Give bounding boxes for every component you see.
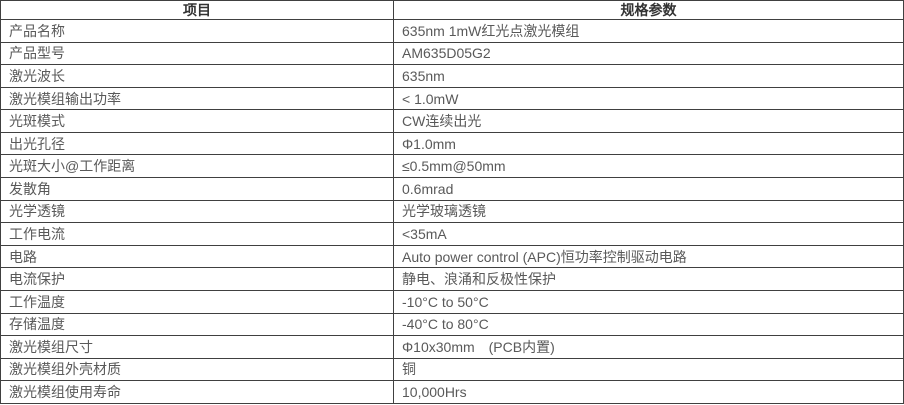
spec-item-cell: 光学透镜	[0, 199, 394, 224]
spec-item-cell: 电路	[0, 244, 394, 269]
table-row: 产品型号 AM635D05G2	[0, 41, 904, 66]
table-row: 激光模组尺寸 Φ10x30mm (PCB内置)	[0, 335, 904, 359]
spec-value-cell: ≤0.5mm@50mm	[393, 154, 904, 179]
table-row: 激光模组外壳材质 铜	[0, 357, 904, 382]
table-row: 激光波长 635nm	[0, 64, 904, 88]
spec-value-cell: 光学玻璃透镜	[393, 199, 904, 224]
table-row: 发散角 0.6mrad	[0, 177, 904, 201]
spec-item-cell: 电流保护	[0, 267, 394, 291]
spec-item-cell: 光斑模式	[0, 109, 394, 133]
spec-value-cell: Auto power control (APC)恒功率控制驱动电路	[393, 244, 904, 269]
table-row: 工作电流 <35mA	[0, 222, 904, 246]
spec-value-cell: -10°C to 50°C	[393, 289, 904, 314]
spec-item-cell: 激光模组外壳材质	[0, 357, 394, 382]
spec-item-cell: 存储温度	[0, 312, 394, 337]
spec-value-cell: CW连续出光	[393, 109, 904, 133]
table-row: 光学透镜 光学玻璃透镜	[0, 199, 904, 224]
spec-value-cell: 静电、浪涌和反极性保护	[393, 267, 904, 291]
table-row: 激光模组使用寿命 10,000Hrs	[0, 380, 904, 404]
spec-value-cell: < 1.0mW	[393, 86, 904, 111]
spec-item-cell: 发散角	[0, 177, 394, 201]
spec-item-cell: 光斑大小@工作距离	[0, 154, 394, 179]
header-row: 项目 规格参数	[0, 0, 904, 20]
spec-item-cell: 工作温度	[0, 289, 394, 314]
spec-value-cell: Φ1.0mm	[393, 131, 904, 156]
spec-value-cell: -40°C to 80°C	[393, 312, 904, 337]
spec-item-cell: 产品名称	[0, 19, 394, 43]
spec-item-cell: 工作电流	[0, 222, 394, 246]
header-item: 项目	[0, 0, 394, 20]
spec-item-cell: 激光模组尺寸	[0, 335, 394, 359]
spec-value-cell: 635nm 1mW红光点激光模组	[393, 19, 904, 43]
spec-item-cell: 激光波长	[0, 64, 394, 88]
spec-value-cell: Φ10x30mm (PCB内置)	[393, 335, 904, 359]
header-value: 规格参数	[393, 0, 904, 20]
table-row: 存储温度 -40°C to 80°C	[0, 312, 904, 337]
table-row: 工作温度 -10°C to 50°C	[0, 289, 904, 314]
spec-item-cell: 出光孔径	[0, 131, 394, 156]
spec-value-cell: 铜	[393, 357, 904, 382]
spec-item-cell: 激光模组输出功率	[0, 86, 394, 111]
spec-value-cell: AM635D05G2	[393, 41, 904, 66]
spec-value-cell: 635nm	[393, 64, 904, 88]
table-row: 电流保护 静电、浪涌和反极性保护	[0, 267, 904, 291]
table-row: 光斑大小@工作距离 ≤0.5mm@50mm	[0, 154, 904, 179]
table-row: 电路 Auto power control (APC)恒功率控制驱动电路	[0, 244, 904, 269]
table-row: 出光孔径 Φ1.0mm	[0, 131, 904, 156]
spec-item-cell: 激光模组使用寿命	[0, 380, 394, 404]
table-row: 产品名称 635nm 1mW红光点激光模组	[0, 19, 904, 43]
table-row: 激光模组输出功率 < 1.0mW	[0, 86, 904, 111]
spec-value-cell: 0.6mrad	[393, 177, 904, 201]
table-row: 光斑模式 CW连续出光	[0, 109, 904, 133]
spec-item-cell: 产品型号	[0, 41, 394, 66]
spec-value-cell: <35mA	[393, 222, 904, 246]
spec-value-cell: 10,000Hrs	[393, 380, 904, 404]
